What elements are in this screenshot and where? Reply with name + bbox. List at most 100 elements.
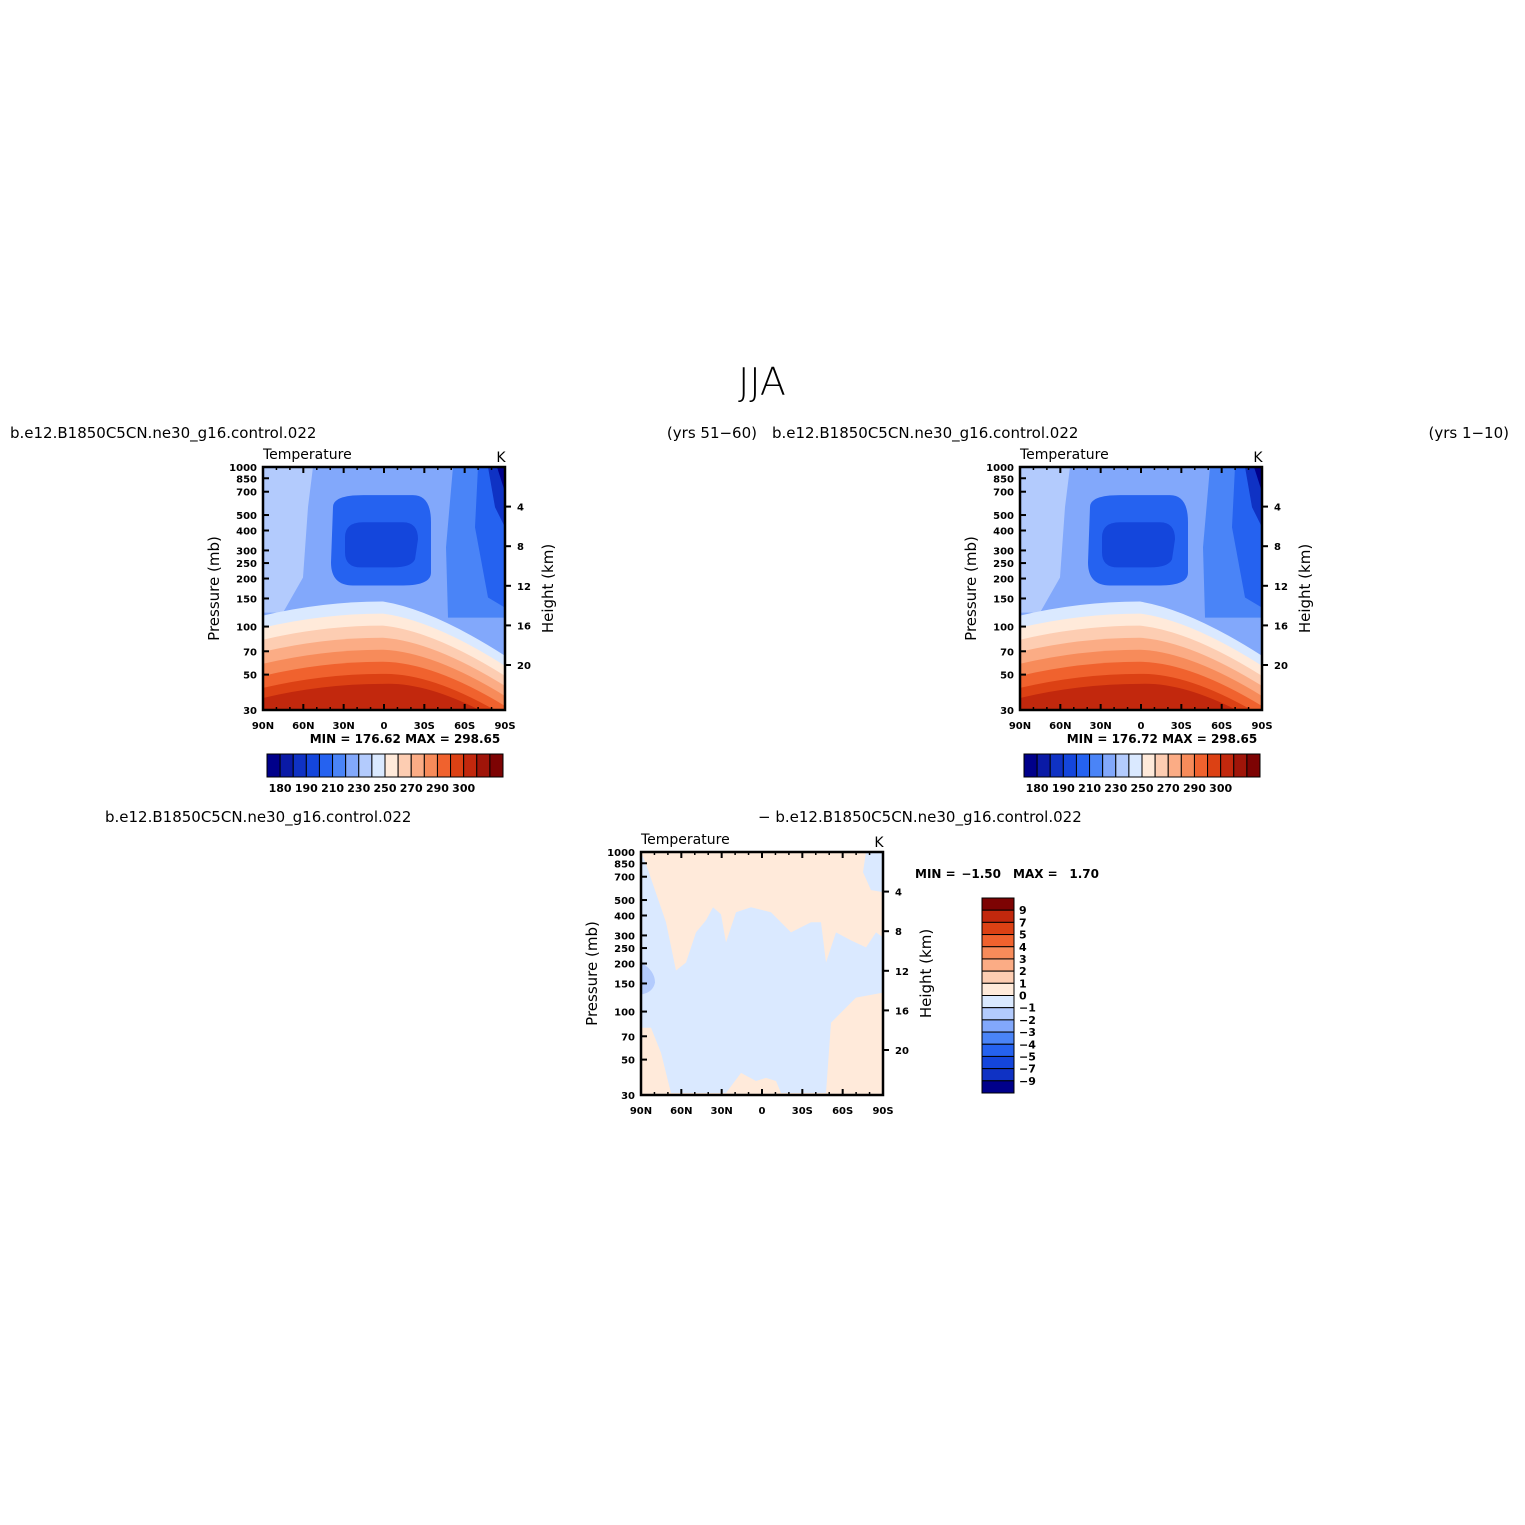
y-tick-label: 400 <box>993 526 1014 537</box>
colorbar-box <box>981 1080 1015 1094</box>
y-tick-label: 30 <box>1000 706 1014 717</box>
y-tick-label: 70 <box>243 647 257 658</box>
x-tick-label: 30N <box>333 721 355 732</box>
y-tick-label: 150 <box>614 979 635 990</box>
y-right-tick-label: 8 <box>1274 542 1281 553</box>
years-label: (yrs 51−60) <box>667 424 757 442</box>
x-tick-label: 90N <box>630 1106 652 1117</box>
colorbar-box <box>436 753 452 778</box>
y-right-tick-label: 4 <box>895 888 902 899</box>
colorbar-label: −7 <box>1019 1063 1036 1076</box>
max-value: 1.70 <box>1069 867 1099 881</box>
colorbar-box <box>345 753 360 778</box>
x-tick-label: 90S <box>872 1106 893 1117</box>
colorbar-label: 250 <box>374 782 397 795</box>
y-tick-label: 700 <box>993 488 1014 499</box>
y-tick-label: 1000 <box>986 463 1014 474</box>
colorbar-box <box>981 995 1015 1009</box>
contour-band <box>1254 467 1262 493</box>
colorbar-box <box>266 753 281 778</box>
y-tick-label: 250 <box>993 559 1014 570</box>
y-tick-label: 250 <box>236 559 257 570</box>
y-tick-label: 250 <box>614 944 635 955</box>
y-tick-label: 300 <box>614 931 635 942</box>
colorbar-label: −5 <box>1019 1050 1036 1063</box>
y-tick-label: 500 <box>614 896 635 907</box>
contour-band <box>497 467 505 493</box>
colorbar-box <box>1062 753 1077 778</box>
colorbar-label: 180 <box>269 782 292 795</box>
colorbar-box <box>1207 753 1222 778</box>
units-label: K <box>496 450 506 466</box>
y-right-tick-label: 20 <box>517 661 531 672</box>
colorbar-box <box>1154 753 1169 778</box>
colorbar-box <box>1049 753 1064 778</box>
colorbar-box <box>318 753 334 778</box>
case-label: b.e12.B1850C5CN.ne30_g16.control.022 <box>10 424 316 443</box>
y-axis-label: Pressure (mb) <box>962 536 980 641</box>
y-tick-label: 70 <box>621 1032 635 1043</box>
y-tick-label: 700 <box>236 488 257 499</box>
y-tick-label: 1000 <box>229 463 257 474</box>
colorbar-box <box>489 753 504 778</box>
x-tick-label: 60N <box>670 1106 692 1117</box>
colorbar-box <box>981 1031 1015 1045</box>
y-axis-right-label: Height (km) <box>1296 544 1314 633</box>
y-tick-label: 1000 <box>607 848 635 859</box>
colorbar-label: 300 <box>452 782 475 795</box>
x-tick-label: 60S <box>454 721 475 732</box>
colorbar-label: 270 <box>400 782 423 795</box>
colorbar-box <box>423 753 438 778</box>
units-label: K <box>1253 450 1263 466</box>
colorbar-box <box>279 753 294 778</box>
x-tick-label: 90N <box>252 721 274 732</box>
y-right-tick-label: 16 <box>1274 621 1288 632</box>
contour-band <box>863 852 883 893</box>
colorbar-label: 5 <box>1019 929 1027 942</box>
colorbar-box <box>1193 753 1209 778</box>
y-tick-label: 850 <box>236 474 257 485</box>
x-tick-label: 60S <box>832 1106 853 1117</box>
panel-test: b.e12.B1850C5CN.ne30_g16.control.022 (yrs… <box>10 424 757 795</box>
contour-fill <box>641 852 883 1095</box>
y-right-tick-label: 12 <box>1274 582 1288 593</box>
plot-title: Temperature <box>262 447 352 463</box>
colorbar-box <box>1180 753 1195 778</box>
colorbar-box <box>463 753 478 778</box>
plot-title: Temperature <box>640 832 730 848</box>
colorbar-box <box>1036 753 1051 778</box>
colorbar-box <box>981 921 1015 936</box>
x-tick-label: 30S <box>792 1106 813 1117</box>
colorbar-box <box>981 970 1015 984</box>
colorbar-box <box>1089 753 1104 778</box>
colorbar-label: 270 <box>1157 782 1180 795</box>
colorbar-box <box>981 934 1015 948</box>
colorbar-label: 210 <box>1078 782 1101 795</box>
figure-title: JJA <box>738 360 786 404</box>
colorbar-box <box>981 1043 1015 1057</box>
colorbar-box <box>981 1068 1015 1082</box>
colorbar-label: 190 <box>295 782 318 795</box>
x-tick-label: 0 <box>759 1106 766 1117</box>
colorbar-label: 9 <box>1019 904 1027 917</box>
colorbar-box <box>476 753 491 778</box>
x-tick-label: 30N <box>1090 721 1112 732</box>
y-right-tick-label: 8 <box>517 542 524 553</box>
colorbar-box <box>410 753 425 778</box>
colorbar-label: 210 <box>321 782 344 795</box>
colorbar-box <box>371 753 386 778</box>
x-tick-label: 90S <box>494 721 515 732</box>
colorbar-box <box>384 753 399 778</box>
y-tick-label: 850 <box>614 859 635 870</box>
colorbar-box <box>1233 753 1248 778</box>
y-axis-right-label: Height (km) <box>917 929 935 1018</box>
colorbar-label: −9 <box>1019 1075 1036 1088</box>
contour-band <box>1020 683 1262 710</box>
y-tick-label: 50 <box>1000 671 1014 682</box>
colorbar-box <box>1167 753 1182 778</box>
panel-difference: b.e12.B1850C5CN.ne30_g16.control.022 − b.… <box>105 808 1099 1117</box>
panel-control: b.e12.B1850C5CN.ne30_g16.control.022 (yrs… <box>772 424 1509 795</box>
colorbar-label: −1 <box>1019 1002 1036 1015</box>
x-tick-label: 90S <box>1251 721 1272 732</box>
colorbar-box <box>305 753 320 778</box>
